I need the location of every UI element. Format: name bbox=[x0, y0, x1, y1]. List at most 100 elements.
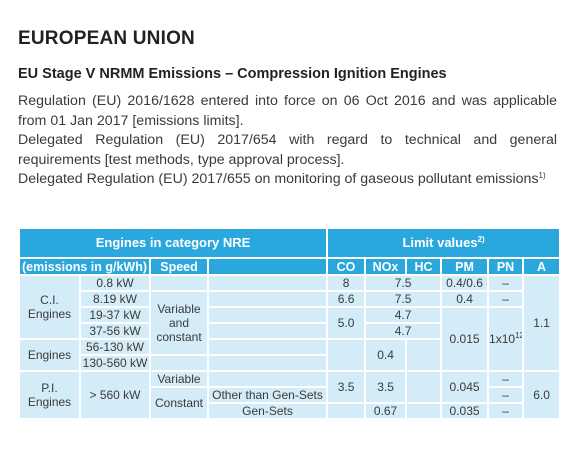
table-cell: 7.5 bbox=[364, 274, 443, 292]
table-cell bbox=[149, 354, 209, 372]
cell-text: 0.4 bbox=[377, 348, 394, 362]
table-cell bbox=[326, 402, 367, 420]
cell-text: 5.0 bbox=[337, 316, 355, 330]
table-cell bbox=[149, 274, 209, 292]
emissions-table: Engines in category NRE Limit values2) (em… bbox=[17, 227, 562, 420]
table-row: 8.19 kW Variable and constant 6.6 7.5 0.4 – bbox=[19, 290, 560, 356]
paragraph: Delegated Regulation (EU) 2017/655 on mo… bbox=[18, 170, 557, 190]
table-cell bbox=[405, 370, 443, 404]
header-cell: HC bbox=[405, 257, 443, 276]
table-cell: Constant bbox=[149, 386, 209, 420]
paragraph: Regulation (EU) 2016/1628 entered into f… bbox=[18, 92, 557, 131]
paragraph-text: Regulation (EU) 2016/1628 entered into f… bbox=[18, 93, 557, 129]
paragraph-text: Delegated Regulation (EU) 2017/654 with … bbox=[18, 132, 557, 168]
cell-text: – bbox=[502, 372, 509, 386]
table-cell: 0.4 bbox=[440, 290, 490, 308]
table-cell: 130-560 kW bbox=[79, 354, 151, 372]
table-cell: 5.0 bbox=[326, 306, 367, 340]
table-cell: 0.4/0.6 bbox=[440, 274, 490, 292]
cell-text: 0.4/0.6 bbox=[446, 276, 483, 290]
cell-text: Variable and constant bbox=[156, 302, 202, 344]
table-cell: 7.5 bbox=[364, 290, 443, 308]
table-cell: – bbox=[487, 402, 525, 420]
table-cell: 6.0 bbox=[522, 370, 562, 420]
header-cell: PM bbox=[440, 257, 490, 276]
cell-text: PM bbox=[455, 259, 474, 274]
table-row: P.I. Engines > 560 kW Variable 3.5 3.5 0.045 –… bbox=[18, 370, 562, 420]
cell-text: C.I. Engines bbox=[27, 293, 72, 321]
cell-text: 0.8 kW bbox=[96, 276, 134, 290]
table-row: Constant Other than Gen-Sets – bbox=[19, 386, 560, 420]
cell-text: Variable bbox=[157, 372, 201, 386]
header-cell: PN bbox=[487, 257, 525, 276]
cell-text: CO bbox=[336, 259, 356, 274]
header-row: Engines in category NRE Limit values2) bbox=[17, 227, 562, 259]
table-row: Engines 56-130 kW 0.4 bbox=[18, 338, 560, 372]
table-cell: 0.4 bbox=[364, 338, 408, 372]
cell-text: 1.1 bbox=[533, 316, 550, 330]
header-cell: Engines in category NRE bbox=[17, 227, 329, 259]
table-cell: – bbox=[487, 370, 525, 388]
cell-text: – bbox=[502, 388, 509, 402]
table-cell: 6.6 bbox=[326, 290, 367, 308]
table-cell bbox=[405, 402, 443, 420]
cell-text: 6.6 bbox=[337, 292, 355, 306]
table-cell bbox=[206, 274, 329, 292]
cell-text: > 560 kW bbox=[89, 388, 141, 402]
cell-text: HC bbox=[414, 259, 433, 274]
cell-text: 3.5 bbox=[377, 380, 394, 394]
cell-text: 0.015 bbox=[449, 332, 480, 346]
table-cell: C.I. Engines bbox=[18, 274, 81, 340]
cell-text: A bbox=[537, 259, 547, 274]
cell-text: 4.7 bbox=[394, 308, 412, 322]
table-cell: 4.7 bbox=[364, 306, 443, 324]
cell-text: 3.5 bbox=[337, 380, 355, 394]
table-row: 19-37 kW 5.0 4.7 0.015 1x1012 bbox=[19, 306, 560, 372]
table-cell bbox=[206, 322, 329, 340]
cell-text: 0.045 bbox=[449, 380, 480, 394]
table-cell: 8 bbox=[326, 274, 367, 292]
table-cell: – bbox=[487, 386, 525, 404]
cell-text: (emissions in g/kWh) bbox=[22, 259, 148, 274]
header-cell: CO bbox=[326, 257, 367, 276]
table-cell: 0.8 kW bbox=[79, 274, 151, 292]
cell-text: Gen-Sets bbox=[242, 404, 293, 418]
superscript: 12 bbox=[515, 331, 521, 340]
paragraphs: Regulation (EU) 2016/1628 entered into f… bbox=[18, 92, 557, 190]
table-cell: Engines bbox=[18, 338, 81, 372]
cell-text: Constant bbox=[154, 396, 204, 410]
cell-text: 56-130 kW bbox=[85, 340, 145, 354]
cell-text: NOx bbox=[372, 259, 399, 274]
cell-text: Engines bbox=[27, 348, 72, 362]
table-cell: 0.67 bbox=[364, 402, 408, 420]
cell-text: 7.5 bbox=[394, 292, 412, 306]
table-row: 37-56 kW 4.7 bbox=[19, 322, 560, 340]
table-cell: 8.19 kW bbox=[79, 290, 151, 308]
header-cell: Speed bbox=[149, 257, 209, 276]
cell-text: 1x10 bbox=[489, 332, 516, 346]
cell-text: 0.4 bbox=[456, 292, 473, 306]
table-cell bbox=[206, 290, 329, 308]
table-cell: 1x1012 bbox=[487, 306, 525, 372]
cell-text: 37-56 kW bbox=[89, 324, 141, 338]
cell-text: PN bbox=[496, 259, 515, 274]
table-row: Gen-Sets 0.67 0.035 – bbox=[19, 402, 560, 420]
header-cell bbox=[206, 257, 329, 276]
table-cell: Gen-Sets bbox=[206, 402, 329, 420]
title: EUROPEAN UNION bbox=[18, 28, 195, 49]
cell-text: 6.0 bbox=[533, 388, 550, 402]
table-cell: 37-56 kW bbox=[79, 322, 151, 340]
cell-text: 7.5 bbox=[394, 276, 412, 290]
table-cell: Variable bbox=[149, 370, 209, 388]
cell-text: 0.67 bbox=[373, 404, 398, 418]
table-cell: 3.5 bbox=[364, 370, 408, 404]
superscript: 2) bbox=[477, 235, 485, 244]
footnote-ref: 1) bbox=[538, 171, 546, 180]
table-cell: – bbox=[487, 290, 525, 308]
cell-text: 8.19 kW bbox=[92, 292, 137, 306]
cell-text: P.I. Engines bbox=[27, 381, 72, 409]
table-cell: 1.1 bbox=[522, 274, 562, 372]
cell-text: 130-560 kW bbox=[82, 356, 148, 370]
header-cell: A bbox=[522, 257, 562, 276]
